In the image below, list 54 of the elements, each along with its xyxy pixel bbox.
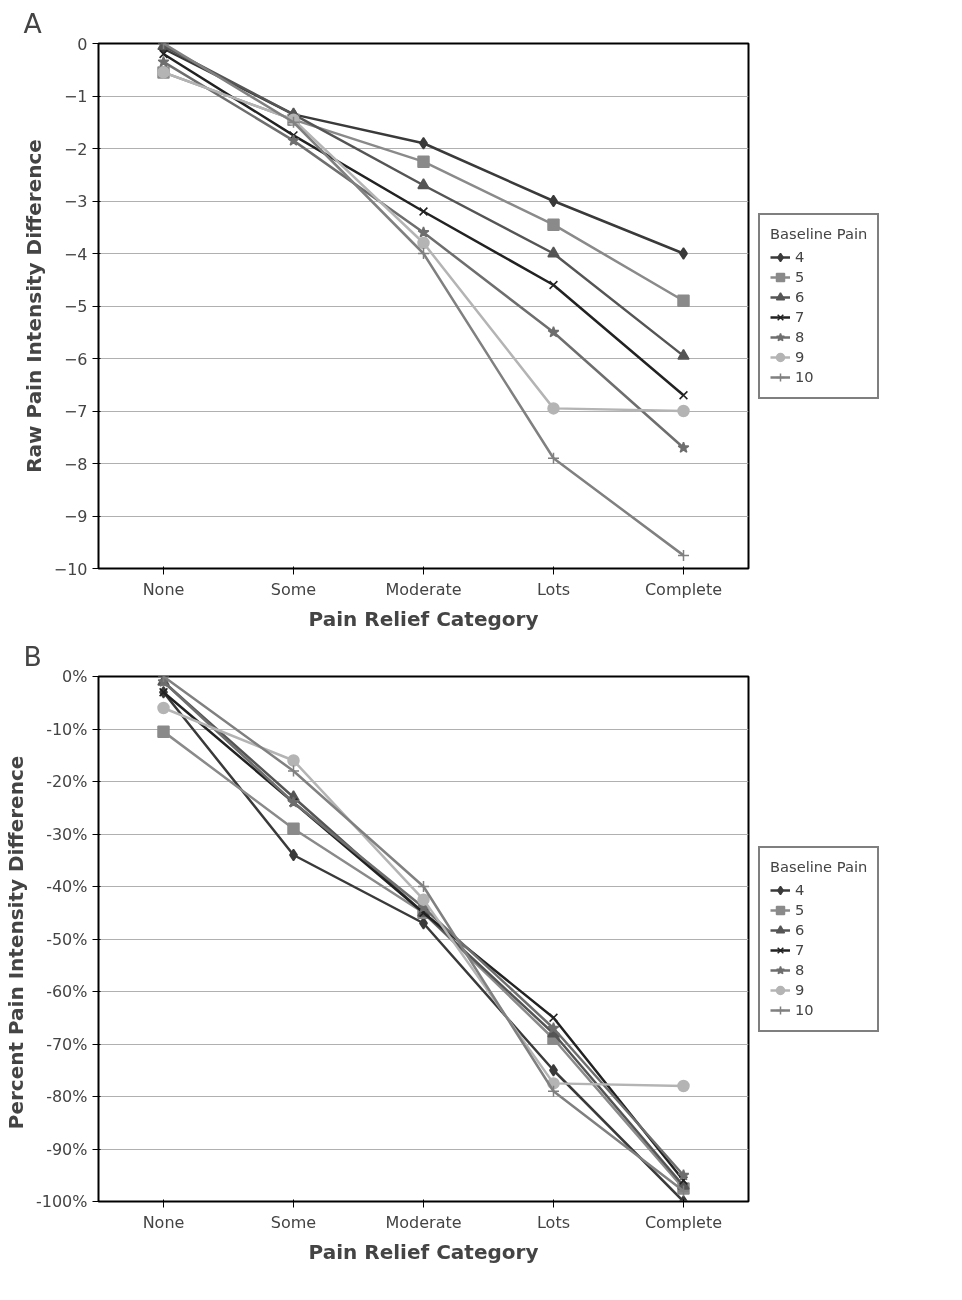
y-tick-label: -100% — [35, 1192, 88, 1211]
legend-label: 7 — [795, 940, 806, 960]
legend-title: Baseline Pain — [770, 857, 868, 875]
y-tick-label: -90% — [46, 1139, 88, 1159]
x-tick-label: Moderate — [385, 1212, 462, 1232]
x-tick-label: Complete — [644, 579, 723, 599]
legend-label: 10 — [795, 1000, 815, 1020]
legend-label: 8 — [795, 960, 806, 980]
y-tick-label: −8 — [63, 454, 88, 474]
x-tick-label: Lots — [536, 1212, 571, 1232]
legend-label: 9 — [795, 980, 806, 1000]
legend-label: 10 — [795, 367, 815, 387]
legend-label: 8 — [795, 327, 806, 347]
y-tick-label: −6 — [63, 349, 88, 369]
y-tick-label: −7 — [63, 402, 88, 421]
x-tick-label: Lots — [536, 579, 571, 599]
chart-title: B — [23, 640, 42, 672]
x-tick-label: Some — [270, 579, 317, 599]
x-tick-label: None — [142, 579, 185, 599]
y-tick-label: -40% — [46, 877, 88, 896]
legend-label: 9 — [795, 347, 806, 367]
y-axis-title: Percent Pain Intensity Difference — [3, 755, 28, 1130]
y-tick-label: -20% — [46, 772, 88, 791]
y-tick-label: −4 — [63, 244, 88, 264]
y-tick-label: −9 — [63, 507, 88, 526]
y-tick-label: -70% — [46, 1034, 88, 1054]
y-tick-label: -30% — [46, 824, 88, 844]
y-tick-label: −5 — [63, 297, 88, 316]
x-tick-label: Complete — [644, 1212, 723, 1232]
legend-label: 7 — [795, 307, 806, 327]
x-tick-label: Moderate — [385, 579, 462, 599]
x-axis-title: Pain Relief Category — [308, 1239, 539, 1264]
y-axis-title: Raw Pain Intensity Difference — [21, 139, 46, 473]
x-axis-title: Pain Relief Category — [308, 606, 539, 631]
y-tick-label: −10 — [53, 559, 88, 579]
y-tick-label: -80% — [46, 1087, 88, 1106]
y-tick-label: -50% — [46, 929, 88, 949]
chart-title: A — [23, 7, 43, 39]
y-tick-label: 0% — [62, 667, 88, 686]
legend-label: 5 — [795, 900, 806, 920]
legend-label: 4 — [795, 880, 806, 900]
y-tick-label: 0 — [77, 34, 88, 54]
legend-title: Baseline Pain — [770, 224, 868, 242]
legend-label: 6 — [795, 287, 806, 307]
legend-label: 5 — [795, 267, 806, 287]
y-tick-label: -10% — [46, 719, 88, 739]
legend-label: 6 — [795, 920, 806, 940]
legend-label: 4 — [795, 247, 806, 267]
y-tick-label: −1 — [63, 87, 88, 106]
y-tick-label: −2 — [63, 139, 88, 159]
x-tick-label: None — [142, 1212, 185, 1232]
x-tick-label: Some — [270, 1212, 317, 1232]
y-tick-label: -60% — [46, 982, 88, 1001]
y-tick-label: −3 — [63, 192, 88, 211]
